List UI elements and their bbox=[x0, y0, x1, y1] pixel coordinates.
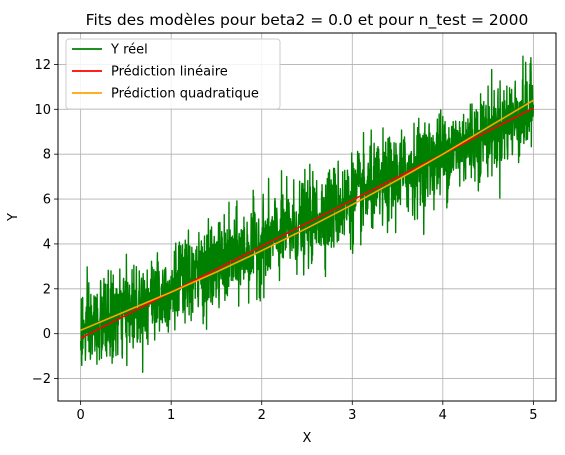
y-ticks: −2 0 2 4 6 8 10 12 bbox=[32, 58, 58, 387]
legend-label-2: Prédiction quadratique bbox=[111, 87, 259, 102]
y-tick-label: 10 bbox=[34, 103, 51, 118]
series-layer bbox=[79, 55, 535, 373]
x-tick-label: 5 bbox=[529, 408, 537, 423]
legend-label-1: Prédiction linéaire bbox=[111, 65, 228, 80]
series-line-2 bbox=[80, 99, 534, 332]
x-tick-label: 2 bbox=[258, 408, 266, 423]
x-tick-label: 1 bbox=[167, 408, 175, 423]
x-tick-label: 0 bbox=[76, 408, 84, 423]
y-tick-label: 8 bbox=[43, 148, 51, 163]
x-tick-label: 4 bbox=[439, 408, 447, 423]
chart-title: Fits des modèles pour beta2 = 0.0 et pou… bbox=[86, 11, 529, 30]
series-line-1 bbox=[80, 107, 534, 339]
x-ticks: 0 1 2 3 4 5 bbox=[76, 401, 538, 423]
y-tick-label: 4 bbox=[43, 237, 51, 252]
legend-label-0: Y réel bbox=[110, 43, 148, 58]
x-axis-label: X bbox=[303, 431, 312, 446]
y-tick-label: 12 bbox=[34, 58, 51, 73]
x-tick-label: 3 bbox=[348, 408, 356, 423]
y-axis-label: Y bbox=[6, 213, 21, 222]
legend: Y réel Prédiction linéaire Prédiction quad… bbox=[65, 38, 281, 110]
y-tick-label: −2 bbox=[32, 372, 51, 387]
y-tick-label: 2 bbox=[43, 282, 51, 297]
y-tick-label: 0 bbox=[43, 327, 51, 342]
legend-box bbox=[65, 38, 281, 110]
y-tick-label: 6 bbox=[43, 193, 51, 208]
plot-frame bbox=[57, 32, 557, 402]
